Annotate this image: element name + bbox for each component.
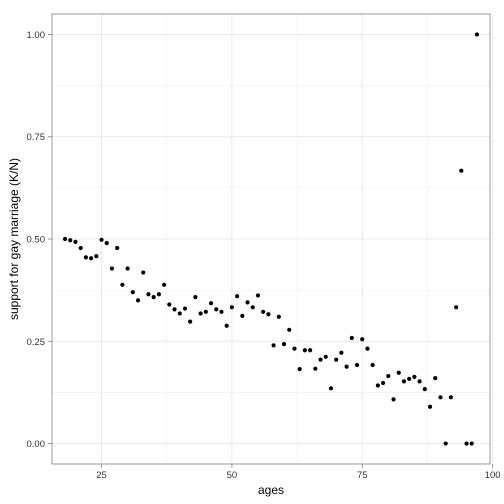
data-point bbox=[433, 375, 438, 381]
data-point bbox=[318, 357, 323, 362]
data-point bbox=[287, 327, 292, 332]
x-tick-label: 50 bbox=[227, 470, 238, 481]
data-point bbox=[135, 298, 141, 303]
data-point bbox=[370, 362, 375, 368]
data-point bbox=[349, 335, 354, 341]
data-points bbox=[62, 32, 480, 446]
data-point bbox=[308, 348, 313, 353]
data-point bbox=[448, 395, 453, 400]
data-point bbox=[339, 350, 344, 355]
data-point bbox=[266, 312, 271, 317]
data-point bbox=[78, 245, 83, 251]
data-point bbox=[375, 383, 380, 388]
data-point bbox=[162, 282, 167, 287]
data-point bbox=[73, 239, 78, 244]
data-point bbox=[328, 386, 334, 391]
data-point bbox=[219, 309, 224, 314]
data-point bbox=[255, 293, 261, 298]
data-point bbox=[454, 305, 459, 310]
data-point bbox=[464, 441, 469, 446]
data-point bbox=[203, 309, 208, 314]
data-point bbox=[188, 319, 193, 324]
y-tick-label: 0.00 bbox=[27, 439, 46, 450]
y-tick-label: 1.00 bbox=[27, 30, 46, 41]
data-point bbox=[271, 343, 276, 348]
data-point bbox=[182, 306, 188, 311]
data-point bbox=[94, 254, 99, 259]
data-point bbox=[297, 366, 302, 372]
data-point bbox=[407, 376, 412, 382]
x-tick-label: 25 bbox=[96, 470, 107, 481]
data-point bbox=[151, 294, 156, 300]
data-point bbox=[427, 404, 433, 409]
data-point bbox=[261, 309, 266, 314]
data-point bbox=[193, 294, 198, 300]
data-point bbox=[313, 366, 318, 371]
x-axis-ticks: 25 50 75 100 bbox=[96, 464, 501, 481]
data-point bbox=[422, 387, 427, 392]
data-point bbox=[89, 256, 94, 261]
data-point bbox=[235, 294, 240, 299]
data-point bbox=[208, 301, 214, 306]
data-point bbox=[130, 290, 135, 295]
data-point bbox=[83, 255, 88, 260]
data-point bbox=[401, 379, 407, 384]
data-point bbox=[141, 270, 146, 275]
data-point bbox=[292, 346, 297, 351]
data-point bbox=[459, 168, 464, 173]
data-point bbox=[229, 305, 234, 310]
data-point bbox=[109, 266, 115, 271]
data-point bbox=[99, 237, 104, 242]
data-point bbox=[245, 300, 250, 305]
data-point bbox=[177, 311, 182, 316]
data-point bbox=[391, 397, 396, 402]
data-point bbox=[125, 266, 130, 271]
data-point bbox=[474, 32, 480, 37]
data-point bbox=[104, 240, 109, 246]
data-point bbox=[214, 307, 219, 312]
data-point bbox=[276, 314, 281, 319]
data-point bbox=[146, 292, 151, 297]
data-point bbox=[198, 311, 203, 316]
data-point bbox=[224, 323, 229, 328]
x-tick-label: 75 bbox=[357, 470, 368, 481]
data-point bbox=[443, 441, 448, 446]
x-axis-title: ages bbox=[258, 483, 284, 497]
data-point bbox=[68, 238, 73, 243]
data-point bbox=[250, 305, 255, 310]
data-point bbox=[412, 374, 417, 379]
data-point bbox=[281, 342, 287, 347]
data-point bbox=[396, 370, 401, 375]
data-point bbox=[334, 357, 339, 362]
y-axis-ticks: 0.00 0.25 0.50 0.75 1.00 bbox=[27, 30, 52, 450]
data-point bbox=[344, 364, 349, 369]
data-point bbox=[365, 346, 370, 351]
data-point bbox=[354, 362, 360, 368]
data-point bbox=[360, 337, 365, 342]
y-tick-label: 0.25 bbox=[27, 337, 46, 348]
data-point bbox=[172, 307, 177, 312]
data-point bbox=[417, 379, 422, 384]
data-point bbox=[240, 313, 245, 319]
data-point bbox=[302, 348, 307, 353]
data-point bbox=[156, 292, 161, 297]
data-point bbox=[323, 354, 328, 359]
y-axis-title: support for gay marriage (K/N) bbox=[7, 158, 21, 320]
data-point bbox=[438, 395, 443, 400]
data-point bbox=[381, 380, 386, 386]
data-point bbox=[386, 373, 391, 379]
x-tick-label: 100 bbox=[485, 470, 501, 481]
y-tick-label: 0.75 bbox=[27, 132, 46, 143]
data-point bbox=[167, 302, 172, 307]
data-point bbox=[469, 441, 474, 446]
y-tick-label: 0.50 bbox=[27, 235, 46, 246]
data-point bbox=[62, 236, 68, 242]
data-point bbox=[120, 282, 125, 287]
data-point bbox=[115, 245, 120, 251]
